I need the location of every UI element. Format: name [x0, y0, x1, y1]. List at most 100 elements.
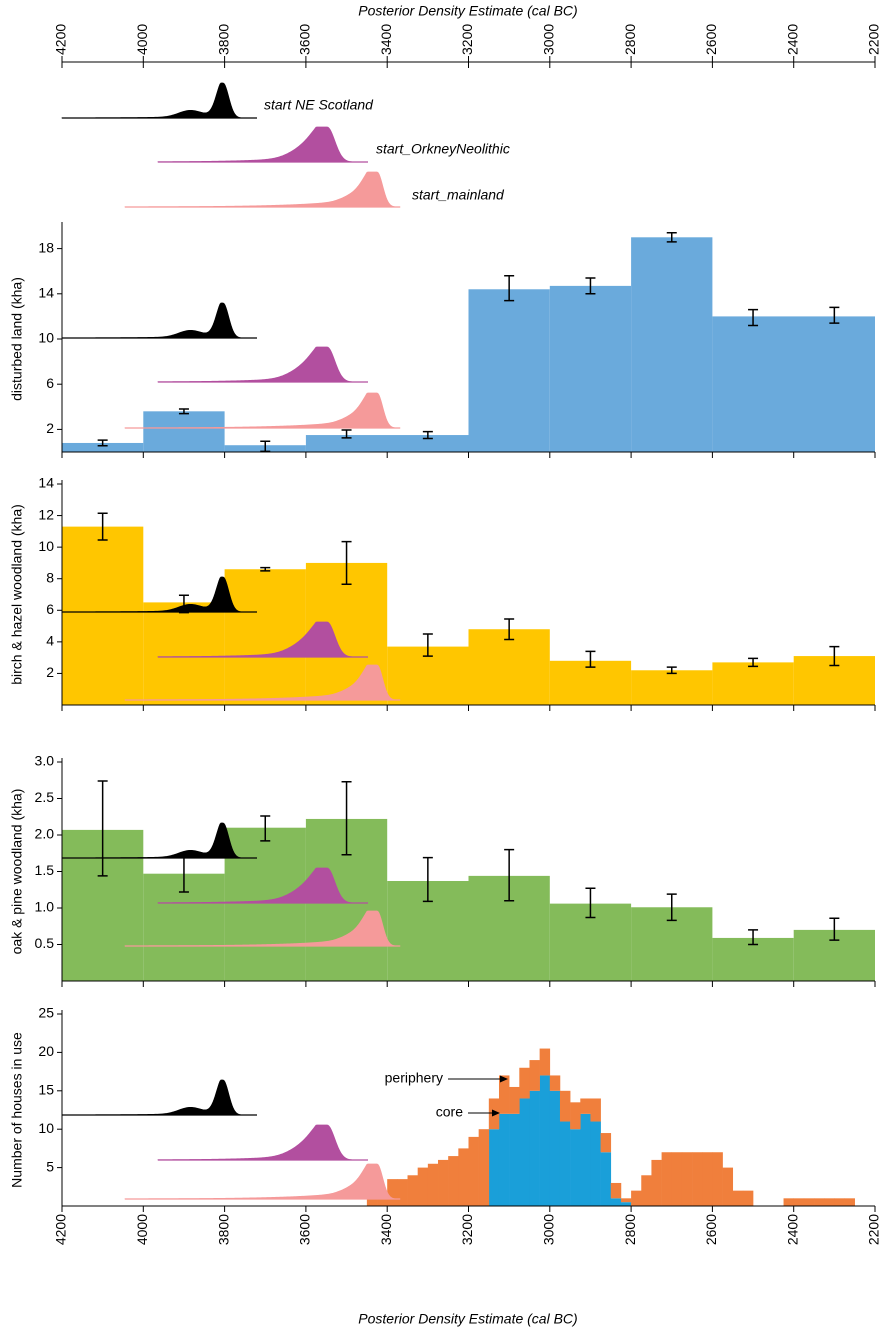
error-bar [666, 893, 677, 922]
bar [834, 1198, 845, 1206]
bar [651, 1159, 662, 1206]
bar [478, 1129, 490, 1206]
bar [590, 1098, 601, 1122]
bar [610, 1182, 622, 1199]
y-tick-label: 10 [38, 330, 54, 346]
x-tick-label: 2400 [784, 24, 800, 55]
curves-layer [61, 82, 401, 1200]
error-bar [422, 633, 433, 657]
bar [814, 1198, 825, 1206]
bar [783, 1198, 794, 1206]
bar [824, 1198, 835, 1206]
bar [366, 1198, 378, 1206]
y-tick-label: 6 [46, 375, 54, 391]
bar [539, 1075, 551, 1206]
bars-layer [62, 237, 875, 1206]
error-bar [829, 645, 840, 667]
bar [224, 827, 306, 981]
error-bar [178, 594, 189, 614]
error-bar [260, 440, 271, 453]
curve-label: start_mainland [412, 187, 505, 203]
error-bar [829, 917, 840, 941]
y-tick-label: 10 [38, 1120, 54, 1136]
curve-label: start NE Scotland [264, 97, 374, 113]
y-tick-label: 12 [38, 506, 54, 522]
bar [529, 1060, 540, 1091]
bar [793, 1198, 805, 1206]
error-bar [422, 430, 433, 440]
x-tick-label: 2800 [622, 24, 638, 55]
bar [458, 1148, 469, 1206]
bar [590, 1121, 601, 1206]
bar [62, 526, 144, 705]
error-bar [341, 780, 352, 856]
bar [580, 1113, 591, 1206]
y-tick-label: 2.5 [35, 789, 55, 805]
error-bar [666, 666, 677, 675]
error-bar [748, 308, 759, 327]
x-tick-label: 3000 [541, 1214, 557, 1245]
error-bar [585, 650, 596, 668]
bar [549, 285, 632, 452]
annotation: core [436, 1104, 463, 1120]
x-tick-label: 2800 [622, 1214, 638, 1245]
bar [498, 1113, 510, 1206]
bar [631, 237, 713, 452]
bar [803, 1198, 815, 1206]
bar [438, 1159, 449, 1206]
density-curve [61, 82, 257, 119]
y-tick-label: 3.0 [35, 753, 55, 769]
bar [580, 1098, 591, 1114]
bar [519, 1067, 530, 1099]
bar [427, 1163, 439, 1206]
bar [570, 1102, 581, 1130]
x-tick-label: 3200 [459, 24, 475, 55]
error-bar [97, 439, 108, 447]
y-tick-label: 18 [38, 239, 54, 255]
bar [702, 1152, 713, 1206]
density-curve [124, 1163, 401, 1200]
y-tick-label: 5 [46, 1158, 54, 1174]
error-bar [260, 815, 271, 842]
x-tick-label: 2200 [866, 24, 882, 55]
error-bar [178, 854, 189, 893]
bar [559, 1090, 571, 1122]
x-tick-label: 3800 [215, 24, 231, 55]
bar [631, 1190, 642, 1206]
bar [712, 1152, 723, 1206]
bar [468, 289, 550, 452]
y-tick-label: 4 [46, 633, 54, 649]
top-axis-title: Posterior Density Estimate (cal BC) [358, 3, 577, 19]
bar [143, 602, 225, 705]
y-tick-label: 20 [38, 1043, 54, 1059]
bar [417, 1167, 429, 1206]
error-bar [504, 848, 515, 902]
x-tick-label: 3800 [215, 1214, 231, 1245]
bar [498, 1075, 510, 1114]
x-tick-label: 4200 [53, 24, 69, 55]
y-axis-title: oak & pine woodland (kha) [9, 789, 25, 955]
bar [620, 1202, 632, 1206]
error-bar [260, 566, 271, 572]
bar [377, 1198, 388, 1206]
y-tick-label: 14 [38, 475, 54, 491]
density-curve [124, 171, 401, 208]
bar [600, 1133, 612, 1153]
density-curve [157, 126, 368, 163]
arrowhead [492, 1109, 500, 1117]
bar [712, 662, 794, 705]
bar [631, 670, 713, 705]
error-bar [422, 856, 433, 903]
bar [732, 1190, 744, 1206]
bar [641, 1175, 652, 1206]
error-bar [504, 618, 515, 641]
bar [570, 1129, 581, 1206]
x-tick-label: 3000 [541, 24, 557, 55]
bar [661, 1152, 673, 1206]
bar [600, 1152, 612, 1206]
bar [305, 435, 469, 452]
x-tick-label: 4000 [134, 24, 150, 55]
error-bar [666, 232, 677, 243]
x-tick-label: 3400 [378, 24, 394, 55]
x-tick-label: 4000 [134, 1214, 150, 1245]
